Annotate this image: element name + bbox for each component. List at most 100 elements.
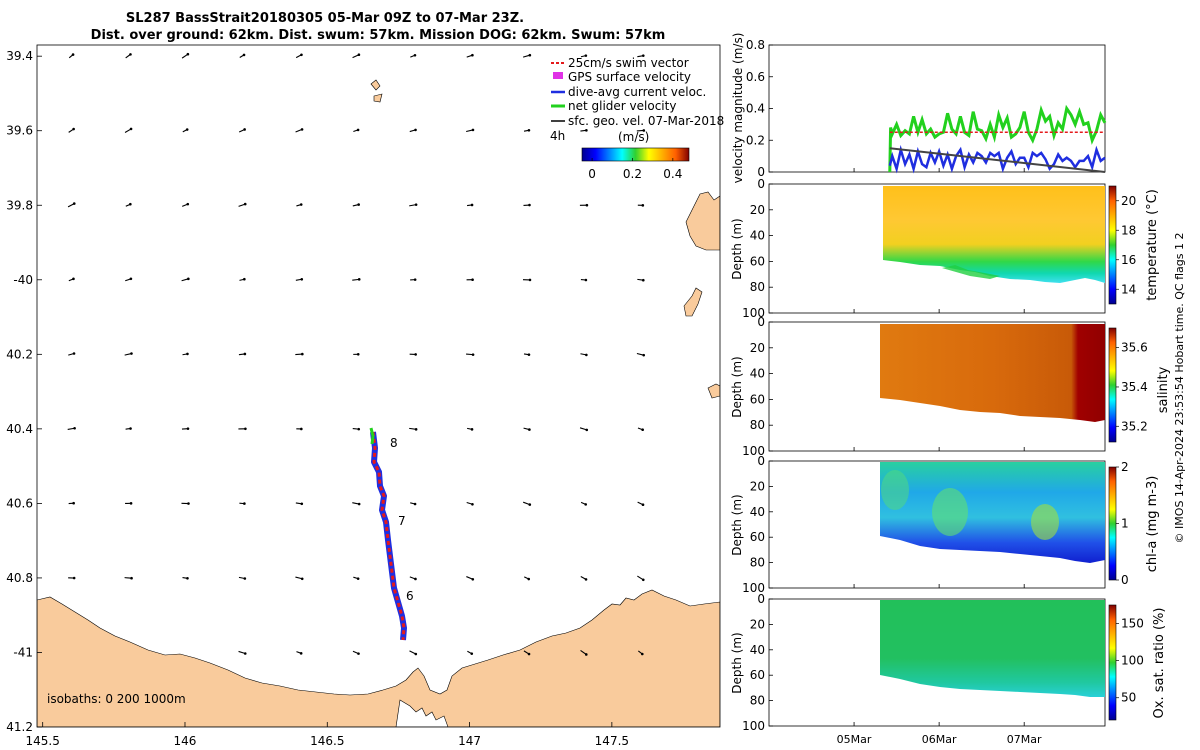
depth-tick-label: 40 — [750, 367, 765, 381]
geo-vel-arrow-head — [187, 502, 190, 505]
geo-vel-arrow-head — [470, 203, 474, 207]
vel-series-3 — [889, 147, 1106, 173]
vel-series-1 — [888, 144, 1106, 174]
geo-vel-arrow-head — [243, 202, 247, 206]
geo-vel-arrow-head — [72, 127, 75, 131]
geo-vel-arrow-head — [130, 576, 133, 580]
salinity-colorbar-label: salinity — [1156, 366, 1171, 413]
geo-vel-arrow-head — [528, 503, 532, 506]
geo-vel-arrow-head — [414, 428, 418, 431]
colorbar-units: (m/s) — [618, 130, 649, 144]
depth-tick-label: 100 — [742, 444, 765, 458]
temperature-colorbar-ticks: 14 16 18 20 — [1116, 194, 1136, 296]
geo-vel-arrow-head — [243, 577, 247, 580]
geo-vel-arrow-head — [186, 427, 190, 430]
depth-tick-label: 20 — [750, 479, 765, 493]
salinity-ylabel: Depth (m) — [730, 356, 744, 417]
geo-vel-arrow-head — [527, 577, 531, 581]
geo-vel-arrow-head — [641, 578, 645, 582]
geo-vel-arrow-head — [72, 277, 75, 281]
geo-vel-arrow-head — [414, 203, 418, 206]
geostrophic-velocity-arrows — [67, 52, 646, 656]
geo-vel-arrow-head — [584, 578, 588, 581]
geo-vel-arrow-head — [72, 202, 76, 205]
geo-vel-arrow-head — [471, 128, 475, 132]
geo-vel-arrow-head — [414, 577, 417, 581]
legend-age: 4h — [550, 129, 565, 143]
chlorophyll-field — [880, 462, 1105, 563]
chlorophyll-colorbar-ticks: 0 1 2 — [1116, 460, 1129, 587]
geo-vel-arrow-head — [301, 352, 304, 356]
chlorophyll-colorbar — [1108, 466, 1117, 581]
geo-vel-arrow-head — [186, 576, 189, 580]
legend-swim: 25cm/s swim vector — [568, 56, 689, 70]
geo-vel-arrow-head — [187, 277, 190, 281]
geo-vel-arrow-head — [71, 53, 75, 56]
depth-tick-label: 80 — [750, 418, 765, 432]
geo-vel-arrow-head — [129, 202, 132, 206]
legend-geo: sfc. geo. vel. 07-Mar-2018 — [568, 114, 724, 128]
chlorophyll-ylabel: Depth (m) — [730, 494, 744, 555]
geo-vel-arrow-head — [527, 652, 531, 656]
geo-vel-arrow-head — [641, 428, 644, 432]
day-label-6: 6 — [406, 589, 414, 603]
geo-vel-arrow-head — [357, 278, 361, 281]
velocity-panel: 0 0.2 0.4 0.6 0.8 velocity magnitude (m/s) — [731, 33, 1107, 183]
depth-tick-label: 100 — [742, 719, 765, 733]
map-y-tick-label: -40 — [13, 273, 33, 287]
oxygen-ylabel: Depth (m) — [730, 632, 744, 693]
geo-vel-arrow-head — [72, 576, 76, 580]
geo-vel-arrow-head — [186, 202, 190, 206]
glider-track — [369, 427, 407, 641]
map-y-tick-label: 40.2 — [6, 347, 33, 361]
geo-vel-arrow-head — [300, 277, 304, 281]
vel-y-tick-label: 0.4 — [746, 102, 765, 116]
geo-vel-arrow-head — [414, 652, 418, 656]
salinity-field — [880, 324, 1105, 422]
depth-tick-label: 60 — [750, 530, 765, 544]
depth-tick-label: 0 — [757, 592, 765, 606]
geo-vel-arrow-head — [186, 52, 190, 56]
oxygen-axes: 0 20 40 60 80 100 — [742, 592, 1025, 733]
geo-vel-arrow-head — [528, 278, 532, 282]
geo-vel-arrow-head — [584, 54, 588, 57]
depth-tick-label: 80 — [750, 694, 765, 708]
geo-vel-arrow-head — [357, 427, 361, 431]
map-y-tick-label: 41.2 — [6, 720, 33, 734]
geo-vel-arrow-head — [242, 53, 246, 57]
geo-vel-arrow-head — [243, 277, 246, 281]
geo-vel-arrow-head — [244, 427, 247, 431]
geo-vel-arrow-head — [243, 652, 247, 655]
speed-colorbar — [581, 147, 690, 162]
time-tick-label: 07Mar — [1007, 733, 1042, 746]
colorbar-tick-label: 18 — [1121, 223, 1136, 237]
geo-vel-arrow-head — [528, 428, 531, 431]
temperature-colorbar — [1108, 185, 1117, 305]
map-y-tick-label: -41 — [13, 645, 33, 659]
chlorophyll-patch-3 — [881, 470, 909, 510]
colorbar-tick-label: 2 — [1121, 460, 1129, 474]
geo-vel-arrow-head — [130, 352, 133, 355]
colorbar-tick-label: 100 — [1121, 654, 1144, 668]
geo-vel-arrow-head — [528, 203, 531, 207]
tasmania-coast — [37, 589, 720, 727]
velocity-series — [888, 104, 1107, 174]
geo-vel-arrow-head — [413, 278, 417, 281]
map-x-tick-label: 147 — [458, 734, 481, 748]
geo-vel-arrow-head — [642, 129, 646, 132]
map-y-tick-label: 39.6 — [6, 124, 33, 138]
depth-tick-label: 0 — [757, 454, 765, 468]
geo-vel-arrow-head — [300, 577, 304, 581]
geo-vel-arrow-head — [356, 352, 360, 356]
geo-vel-arrow-head — [129, 277, 133, 281]
salinity-panel: 0 20 40 60 80 100 Depth (m) 35.2 35.4 35.6 sali… — [730, 315, 1171, 458]
geo-vel-arrow-head — [527, 128, 531, 132]
vel-y-tick-label: 0 — [757, 165, 765, 179]
geo-vel-arrow-head — [356, 128, 360, 132]
map-x-tick-label: 146.5 — [310, 734, 344, 748]
vel-series-0 — [888, 104, 1107, 173]
copyright-text: © IMOS 14-Apr-2024 23:53:54 Hobart time.… — [1173, 233, 1186, 544]
colorbar-tick-label: 150 — [1121, 617, 1144, 631]
legend-colorbar-tick-label: 0 — [588, 167, 596, 181]
